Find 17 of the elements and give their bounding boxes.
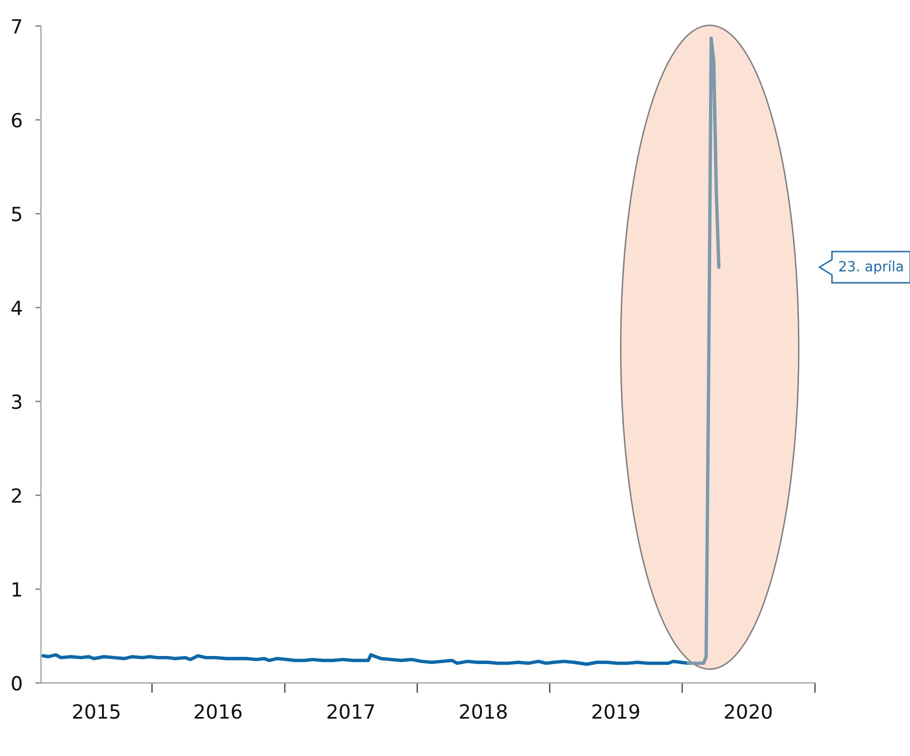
- y-tick-label: 4: [11, 300, 22, 315]
- x-tick-label: 2018: [460, 704, 507, 719]
- x-tick-label: 2015: [73, 704, 120, 719]
- y-tick-label: 0: [12, 676, 22, 691]
- y-tick-label: 5: [12, 206, 22, 222]
- text: 23. apríla: [839, 260, 903, 274]
- y-tick-label: 6: [12, 112, 22, 128]
- y-tick-label: 2: [12, 488, 21, 503]
- y-tick-label: 1: [12, 582, 22, 597]
- y-tick-label: 7: [12, 19, 22, 34]
- x-tick-label: 2017: [328, 704, 374, 719]
- x-tick-label: 2019: [592, 704, 640, 719]
- x-tick-label: 2020: [724, 704, 772, 719]
- line-series: [686, 36, 720, 665]
- y-tick-label: 3: [12, 394, 22, 410]
- x-tick-label: 2016: [194, 704, 242, 719]
- line-series: [41, 653, 690, 666]
